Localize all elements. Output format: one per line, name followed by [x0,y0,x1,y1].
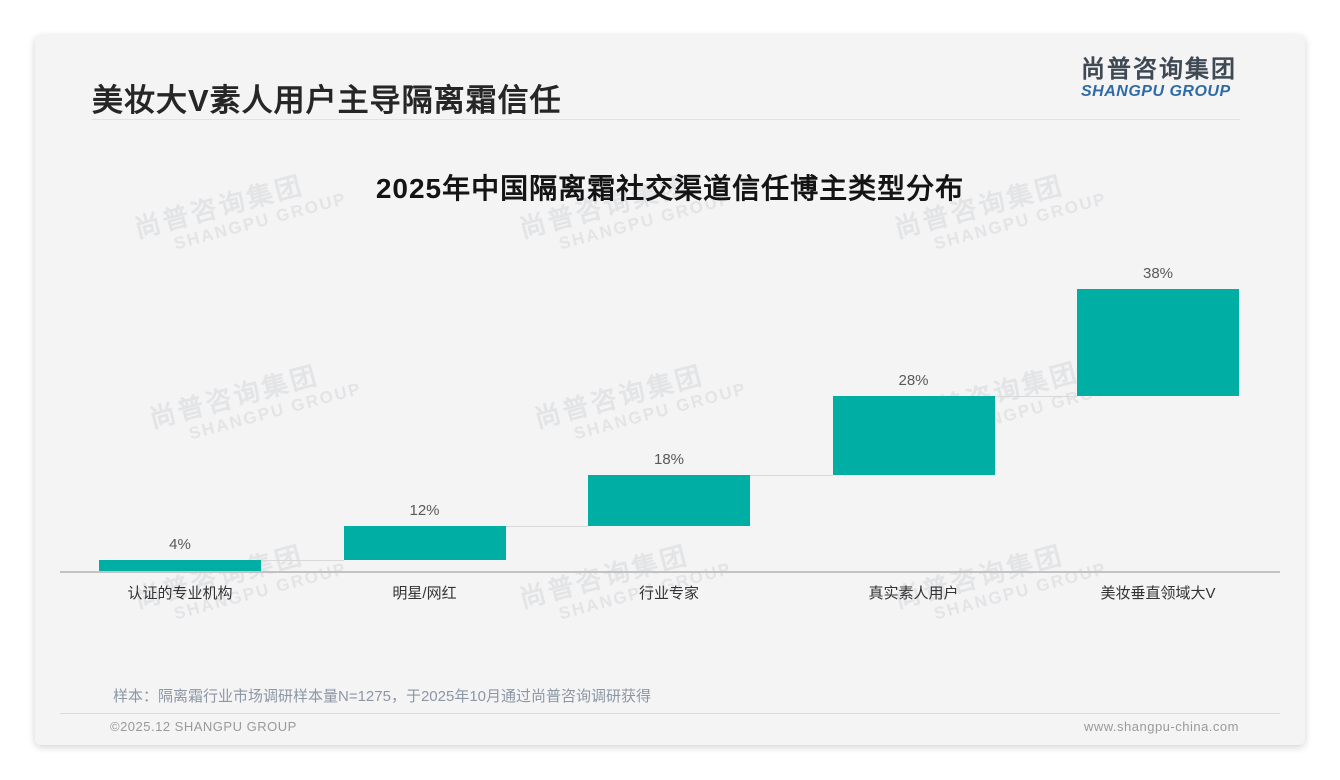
bar-5 [1077,289,1239,397]
category-label: 美妆垂直领域大V [1100,585,1216,602]
report-card: 美妆大V素人用户主导隔离霜信任 尚普咨询集团 SHANGPU GROUP 尚普咨… [35,35,1305,745]
chart-title: 2025年中国隔离霜社交渠道信任博主类型分布 [375,173,965,204]
header-divider [92,119,1240,120]
waterfall-chart: 2025年中国隔离霜社交渠道信任博主类型分布 4% 认证的专业机构 12% 明星/网红… [35,35,1305,745]
logo-cn-text: 尚普咨询集团 [1081,56,1237,83]
bar-4 [832,396,995,476]
x-axis-line [60,571,1280,573]
connector-line [261,559,344,561]
connector-line [505,525,588,527]
bar-value-label: 12% [409,501,440,519]
footer-divider [60,713,1280,714]
category-label: 行业专家 [638,585,699,602]
connector-line [750,475,833,477]
logo-en-text: SHANGPU GROUP [1081,83,1231,101]
category-label: 认证的专业机构 [127,585,233,602]
category-label: 明星/网红 [392,585,457,602]
bar-value-label: 4% [169,535,191,553]
footer-website: www.shangpu-china.com [1083,719,1239,734]
bar-value-label: 18% [653,451,685,469]
bar-3 [588,475,750,526]
bar-value-label: 38% [1142,265,1174,282]
shangpu-logo: 尚普咨询集团 SHANGPU GROUP [1081,57,1237,101]
sample-footnote: 样本：隔离霜行业市场调研样本量N=1275，于2025年10月通过尚普咨询调研获… [113,688,652,705]
category-label: 真实素人用户 [868,585,959,602]
connector-line [994,396,1077,398]
bar-2 [343,525,506,560]
footer-copyright: ©2025.12 SHANGPU GROUP [110,719,297,734]
bar-value-label: 28% [898,372,929,390]
page-title: 美妆大V素人用户主导隔离霜信任 [92,83,562,118]
bar-1 [99,559,261,571]
